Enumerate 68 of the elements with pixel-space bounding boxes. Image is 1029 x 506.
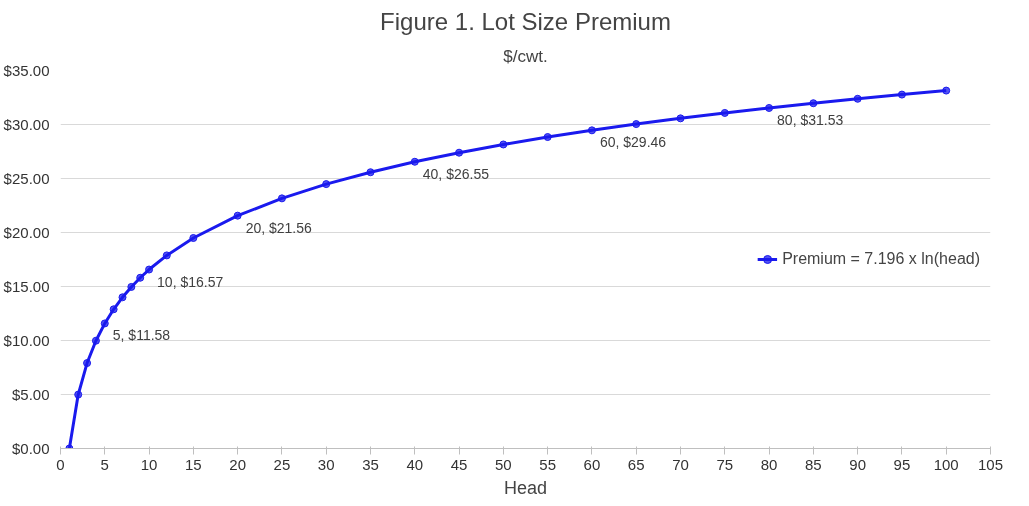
y-tick-label: $20.00 (3, 224, 50, 241)
point (277, 194, 286, 203)
x-axis-title: Head (503, 477, 548, 498)
point (83, 359, 92, 368)
point (91, 336, 100, 345)
point (100, 319, 109, 328)
x-tick-label: 100 (933, 455, 959, 473)
x-tick-label: 105 (977, 455, 1004, 473)
x-tick-label: 15 (185, 455, 202, 473)
y-tick-label: $0.00 (11, 440, 50, 457)
data-label: 40, $26.55 (422, 165, 490, 182)
x-tick-label: 85 (805, 455, 822, 473)
y-tick-label: $30.00 (3, 116, 50, 133)
point (366, 168, 375, 177)
point (233, 211, 242, 220)
x-tick-label: 0 (56, 455, 65, 473)
x-tick-label: 40 (406, 455, 424, 473)
point (322, 180, 331, 189)
point (853, 94, 862, 103)
point (765, 103, 774, 112)
point (455, 148, 464, 157)
y-tick-label: $10.00 (3, 332, 50, 349)
point (109, 305, 118, 314)
point (942, 86, 951, 95)
data-label: 20, $21.56 (245, 219, 313, 236)
x-tick-label: 30 (317, 455, 335, 473)
point (543, 133, 552, 142)
chart-subtitle: $/cwt. (503, 46, 548, 66)
x-tick-label: 95 (893, 455, 911, 473)
x-tick-label: 35 (362, 455, 379, 473)
x-tick-label: 5 (100, 455, 109, 473)
chart-title: Figure 1. Lot Size Premium (380, 7, 671, 35)
x-tick-label: 80 (760, 455, 778, 473)
x-tick-label: 45 (450, 455, 468, 473)
x-tick-label: 60 (583, 455, 601, 473)
x-tick-label: 20 (229, 455, 246, 473)
data-label: 5, $11.58 (112, 327, 171, 344)
point (136, 273, 145, 282)
x-tick-label: 50 (495, 455, 512, 473)
point (74, 390, 83, 399)
x-tick-label: 65 (627, 455, 645, 473)
legend-label: Premium = 7.196 x ln(head) (782, 250, 980, 268)
point (720, 108, 729, 117)
x-tick-label: 75 (716, 455, 734, 473)
point (587, 126, 596, 135)
y-tick-label: $15.00 (3, 278, 50, 295)
point (118, 293, 127, 302)
point (676, 114, 685, 123)
point (189, 234, 198, 242)
x-tick-label: 25 (273, 455, 291, 473)
data-label: 10, $16.57 (157, 273, 224, 290)
point (499, 140, 508, 149)
point (145, 265, 154, 274)
point (162, 251, 171, 260)
point (127, 282, 136, 291)
x-tick-label: 10 (140, 455, 158, 473)
point (632, 120, 641, 129)
x-tick-label: 55 (539, 455, 556, 473)
data-label: 80, $31.53 (777, 111, 844, 128)
x-tick-label: 70 (672, 455, 689, 473)
point (897, 90, 906, 99)
y-tick-label: $5.00 (11, 386, 50, 403)
point (410, 157, 419, 166)
data-label: 60, $29.46 (599, 134, 667, 151)
point (809, 99, 818, 108)
x-tick-label: 90 (849, 455, 866, 473)
y-tick-label: $25.00 (3, 170, 50, 187)
y-tick-label: $35.00 (3, 62, 50, 79)
